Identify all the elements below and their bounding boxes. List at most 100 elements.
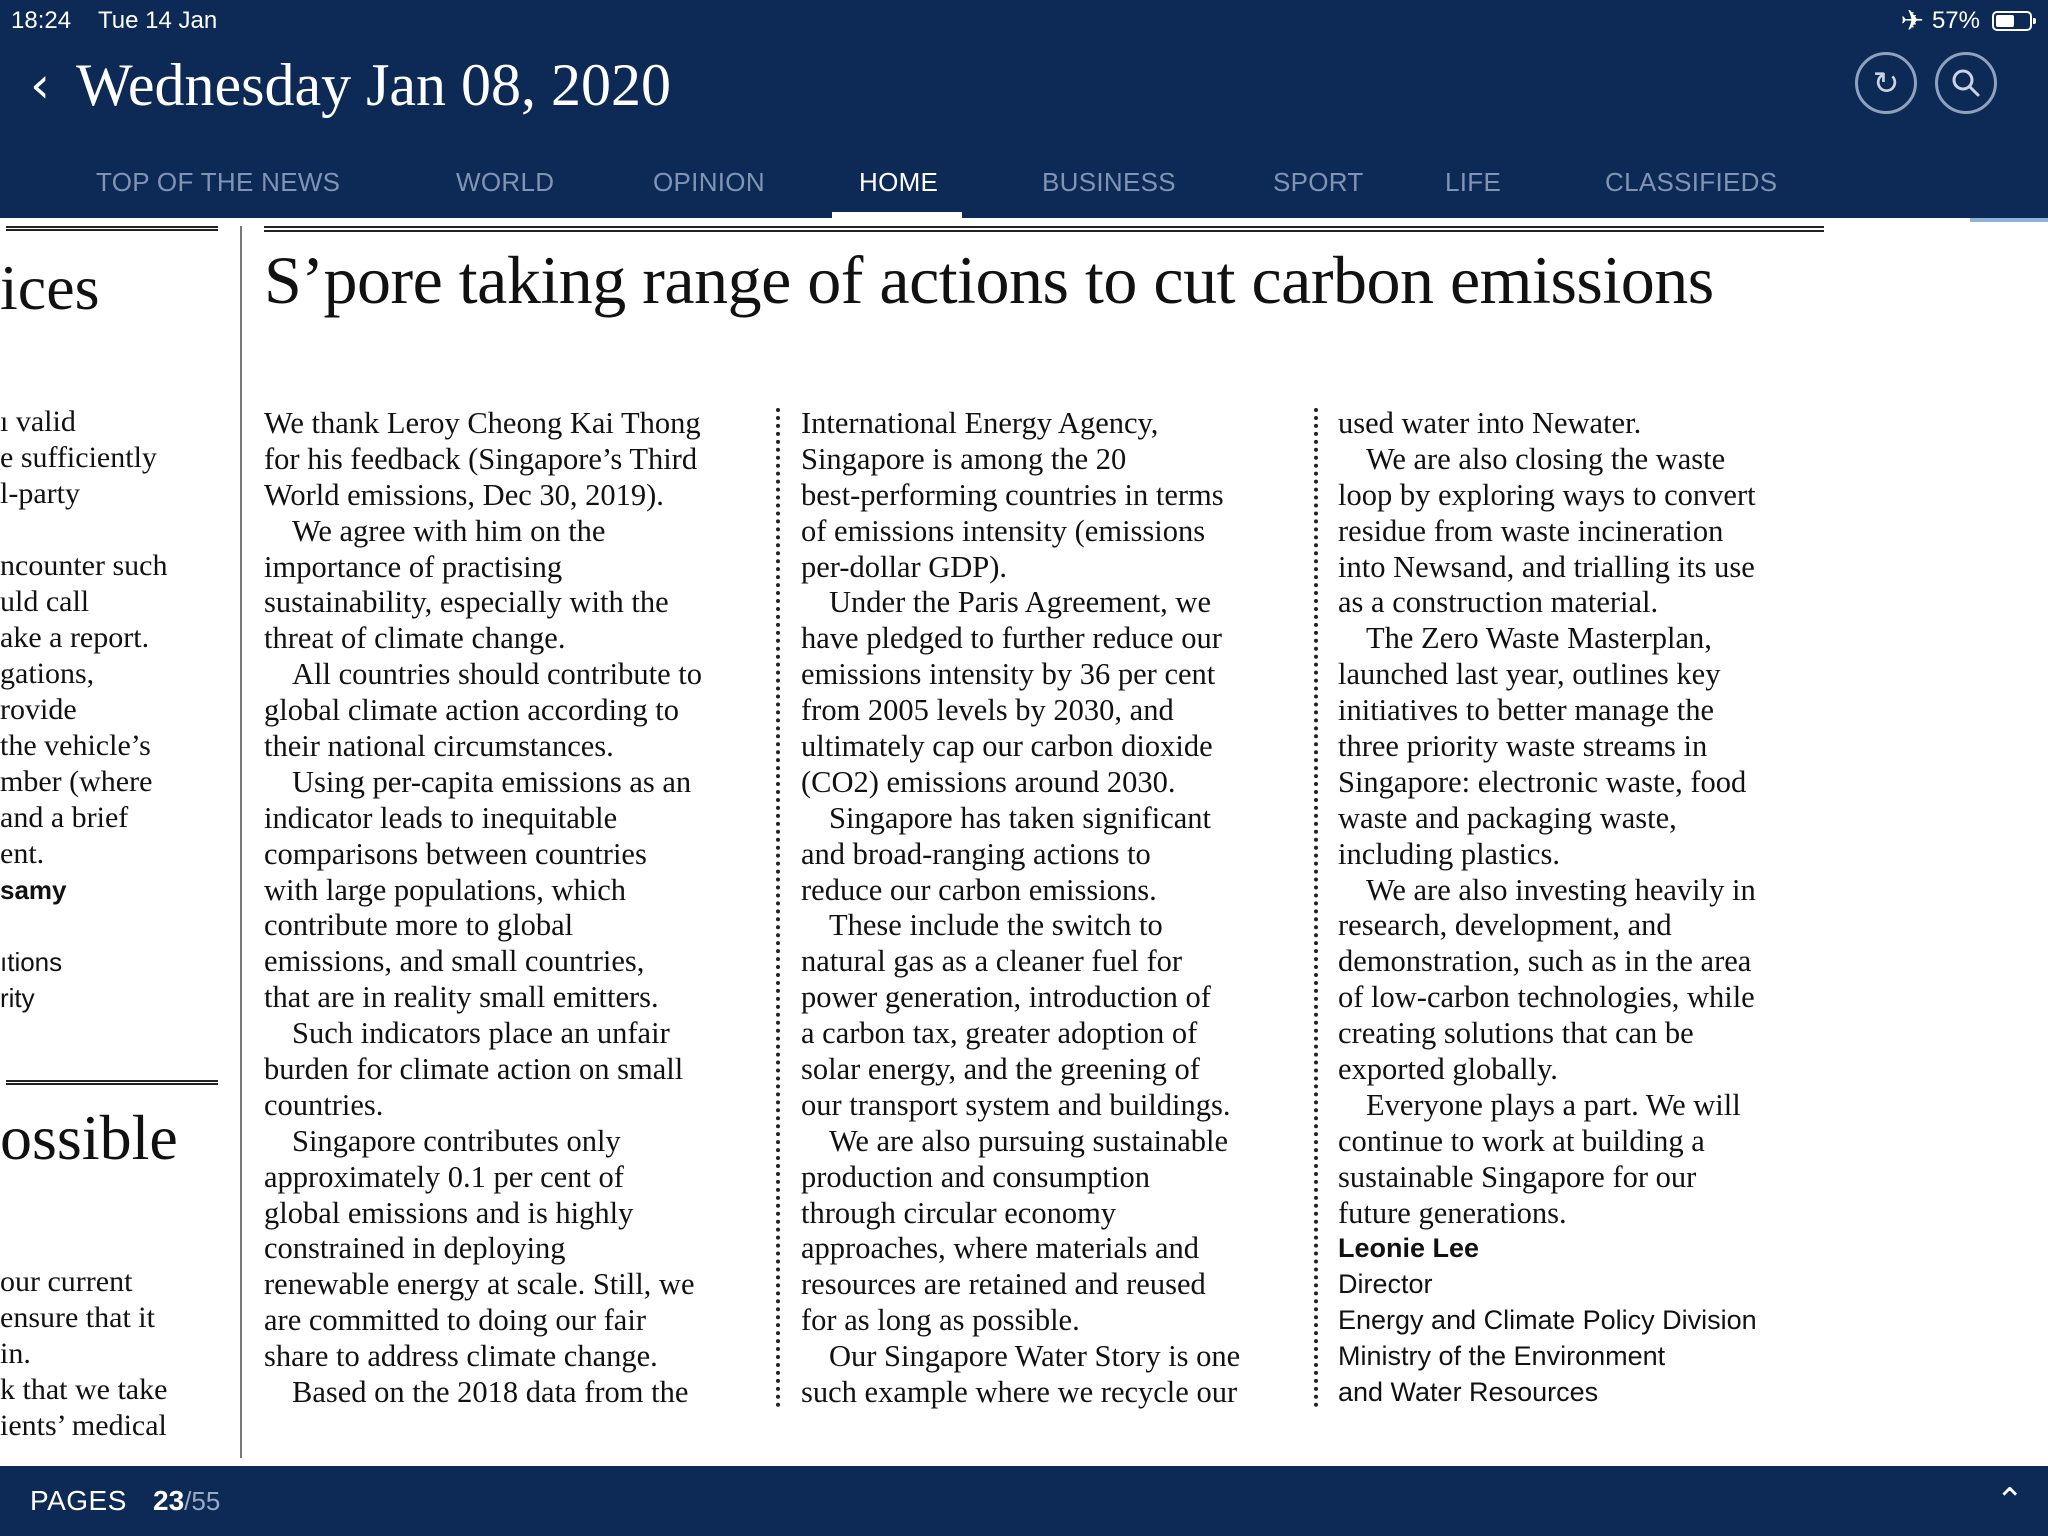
article-text-line: We agree with him on the — [292, 513, 606, 548]
left-article-rule-top — [6, 226, 218, 231]
article-text-line: three priority waste streams in — [1338, 729, 1708, 764]
status-time: 18:24 — [11, 7, 72, 34]
article-text-line: We are also closing the waste — [1366, 441, 1726, 476]
headline-rule — [264, 226, 1824, 232]
article-text-line: into Newsand, and trialling its use — [1338, 549, 1755, 584]
article-text-line: emissions, and small countries, — [264, 944, 645, 979]
tab-business[interactable]: BUSINESS — [1042, 167, 1176, 197]
article-text-line: exported globally. — [1338, 1052, 1558, 1087]
article-text-line: power generation, introduction of — [801, 980, 1211, 1015]
article-text-line: are committed to doing our fair — [264, 1303, 646, 1338]
article-text-line: We thank Leroy Cheong Kai Thong — [264, 406, 701, 440]
article-text-line: Using per-capita emissions as an — [292, 764, 692, 799]
tab-life[interactable]: LIFE — [1445, 167, 1502, 197]
left-byline-line: ıtions — [0, 947, 63, 977]
article-text-line: creating solutions that can be — [1338, 1016, 1694, 1051]
tab-world[interactable]: WORLD — [456, 167, 555, 197]
article-text-line: natural gas as a cleaner fuel for — [801, 944, 1183, 979]
left-article-text-top: ı valid e sufficiently l-party ncounter … — [0, 404, 222, 872]
article-text-line: All countries should contribute to — [292, 657, 702, 692]
tab-opinion[interactable]: OPINION — [653, 167, 765, 197]
current-page-number: 23 — [153, 1485, 185, 1516]
left-article-rule-bottom — [6, 1080, 218, 1085]
left-text-line: k that we take — [0, 1373, 168, 1406]
article-text-line: emissions intensity by 36 per cent — [801, 657, 1216, 692]
signature-ministry-line2: and Water Resources — [1338, 1377, 1599, 1408]
battery-icon — [1992, 11, 2036, 31]
article-text-line: future generations. — [1338, 1195, 1567, 1230]
tab-home[interactable]: HOME — [859, 167, 939, 197]
article-column-2: International Energy Agency, Singapore is… — [801, 406, 1301, 1411]
left-text-line: ake a report. — [0, 621, 150, 654]
total-pages: /55 — [184, 1486, 221, 1516]
article-text-line: Singapore is among the 20 — [801, 441, 1127, 476]
article-text-line: initiatives to better manage the — [1338, 693, 1715, 728]
article-text-line: Singapore has taken significant — [829, 800, 1211, 835]
article-text-line: World emissions, Dec 30, 2019). — [264, 477, 664, 512]
column-divider-dotted — [776, 408, 780, 1408]
article-text-line: indicator leads to inequitable — [264, 800, 618, 835]
article-text-line: sustainable Singapore for our — [1338, 1159, 1697, 1194]
article-text-line: share to address climate change. — [264, 1339, 658, 1374]
refresh-button[interactable]: ↻ — [1855, 52, 1917, 114]
article-text-line: their national circumstances. — [264, 729, 614, 764]
article-text-line: continue to work at building a — [1338, 1123, 1705, 1158]
column-divider-dotted — [1314, 408, 1318, 1408]
left-text-line: ı valid — [0, 405, 76, 438]
left-text-line: ncounter such — [0, 549, 168, 582]
article-text-line: renewable energy at scale. Still, we — [264, 1267, 695, 1302]
article-text-line: ultimately cap our carbon dioxide — [801, 729, 1213, 764]
left-article-byline-extra: ıtions rity — [0, 908, 222, 1016]
article-text-line: approaches, where materials and — [801, 1231, 1200, 1266]
article-text-line: Based on the 2018 data from the — [292, 1375, 689, 1410]
article-text-line: We are also investing heavily in — [1366, 872, 1756, 907]
article-text-line: (CO2) emissions around 2030. — [801, 764, 1176, 799]
horizontal-scroll-indicator — [1970, 218, 2048, 222]
left-text-line: gations, — [0, 657, 95, 690]
article-text-line: Such indicators place an unfair — [292, 1016, 670, 1051]
left-text-line: and a brief — [0, 801, 129, 834]
signature-title: Director — [1338, 1269, 1433, 1300]
chevron-up-icon: ⌃ — [1995, 1481, 2025, 1521]
column-separator-left — [240, 226, 242, 1458]
article-text-line: Singapore contributes only — [292, 1123, 621, 1158]
article-text-line: importance of practising — [264, 549, 563, 584]
article-text-line: burden for climate action on small — [264, 1052, 684, 1087]
expand-pages-button[interactable]: ⌃ — [1996, 1466, 2025, 1536]
article-text-line: contribute more to global — [264, 908, 574, 943]
article-text-line: have pledged to further reduce our — [801, 621, 1222, 656]
article-text-line: best-performing countries in terms — [801, 477, 1224, 512]
article-column-3: used water into Newater. We are also clos… — [1338, 406, 1838, 1411]
article-text-line: that are in reality small emitters. — [264, 980, 659, 1015]
left-text-line: uld call — [0, 585, 90, 618]
search-button[interactable] — [1935, 52, 1997, 114]
article-text-line: launched last year, outlines key — [1338, 657, 1721, 692]
article-text-line: comparisons between countries — [264, 836, 647, 871]
bottom-page-bar: PAGES 23/55 ⌃ — [0, 1466, 2048, 1536]
left-byline-line: rity — [0, 983, 35, 1013]
tab-classifieds[interactable]: CLASSIFIEDS — [1605, 167, 1778, 197]
page-indicator[interactable]: 23/55 — [153, 1466, 220, 1536]
article-text-line: Singapore: electronic waste, food — [1338, 764, 1747, 799]
article-text-line: constrained in deploying — [264, 1231, 566, 1266]
left-text-line: mber (where — [0, 765, 153, 798]
chevron-left-icon: ‹ — [30, 56, 50, 114]
refresh-icon: ↻ — [1872, 64, 1900, 102]
left-text-line: the vehicle’s — [0, 729, 151, 762]
article-text-line: threat of climate change. — [264, 621, 566, 656]
search-icon — [1952, 69, 1980, 97]
article-text-line: Everyone plays a part. We will — [1366, 1087, 1741, 1122]
back-button[interactable]: ‹ — [30, 52, 66, 118]
adjacent-article-left[interactable]: ices ı valid e sufficiently l-party ncou… — [0, 218, 222, 1466]
article-text-line: Under the Paris Agreement, we — [829, 585, 1211, 620]
article-text-line: Our Singapore Water Story is one — [829, 1339, 1241, 1374]
article-text-line: and broad-ranging actions to — [801, 836, 1151, 871]
left-article-byline: samy — [0, 875, 67, 905]
article-column-1: We thank Leroy Cheong Kai Thong for his f… — [264, 406, 764, 1411]
article-text-line: for his feedback (Singapore’s Third — [264, 441, 698, 476]
tab-top-of-the-news[interactable]: TOP OF THE NEWS — [96, 167, 341, 197]
article-text-line: These include the switch to — [829, 908, 1163, 943]
left-text-line: rovide — [0, 693, 77, 726]
article-text-line: of emissions intensity (emissions — [801, 513, 1206, 548]
tab-sport[interactable]: SPORT — [1273, 167, 1364, 197]
